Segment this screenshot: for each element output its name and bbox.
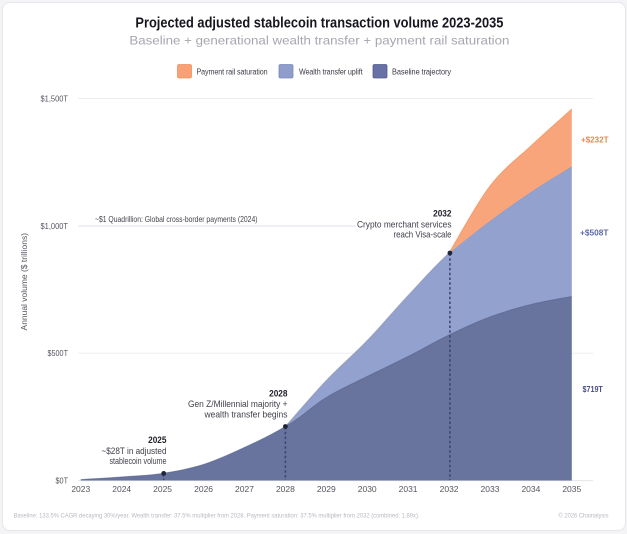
svg-text:2035: 2035 bbox=[562, 484, 581, 494]
svg-text:$1,000T: $1,000T bbox=[41, 221, 69, 231]
svg-text:~$1 Quadrillion: Global cross-: ~$1 Quadrillion: Global cross-border pay… bbox=[95, 214, 258, 224]
svg-text:$500T: $500T bbox=[48, 348, 69, 358]
svg-text:stablecoin volume: stablecoin volume bbox=[110, 456, 167, 466]
svg-text:reach Visa-scale: reach Visa-scale bbox=[394, 229, 452, 239]
svg-text:2030: 2030 bbox=[358, 484, 377, 494]
svg-text:Annual volume ($ trillions): Annual volume ($ trillions) bbox=[19, 233, 29, 331]
svg-text:Baseline trajectory: Baseline trajectory bbox=[392, 67, 451, 76]
svg-text:wealth transfer begins: wealth transfer begins bbox=[204, 410, 288, 420]
svg-text:Gen Z/Millennial majority +: Gen Z/Millennial majority + bbox=[188, 399, 288, 409]
svg-text:2033: 2033 bbox=[481, 484, 500, 494]
svg-text:2029: 2029 bbox=[317, 484, 336, 494]
svg-text:2032: 2032 bbox=[433, 208, 451, 218]
svg-text:2034: 2034 bbox=[521, 484, 540, 494]
svg-text:2032: 2032 bbox=[440, 484, 459, 494]
svg-text:2025: 2025 bbox=[153, 484, 172, 494]
svg-text:Projected adjusted stablecoin: Projected adjusted stablecoin transactio… bbox=[135, 15, 503, 31]
svg-text:© 2026 Chainalysis: © 2026 Chainalysis bbox=[559, 511, 610, 519]
svg-text:Wealth transfer uplift: Wealth transfer uplift bbox=[299, 67, 363, 76]
svg-text:Baseline + generational wealth: Baseline + generational wealth transfer … bbox=[129, 33, 509, 47]
svg-text:2025: 2025 bbox=[148, 435, 166, 445]
svg-text:2031: 2031 bbox=[399, 484, 418, 494]
svg-text:$719T: $719T bbox=[583, 384, 604, 394]
svg-text:Payment rail saturation: Payment rail saturation bbox=[197, 67, 268, 76]
svg-text:+$508T: +$508T bbox=[580, 227, 609, 237]
svg-text:2028: 2028 bbox=[276, 484, 295, 494]
svg-text:2024: 2024 bbox=[112, 484, 131, 494]
svg-text:2028: 2028 bbox=[269, 389, 287, 399]
svg-text:$1,500T: $1,500T bbox=[41, 93, 69, 103]
svg-text:~$28T in adjusted: ~$28T in adjusted bbox=[102, 446, 167, 456]
svg-text:2023: 2023 bbox=[71, 484, 90, 494]
svg-text:Crypto merchant services: Crypto merchant services bbox=[357, 219, 452, 229]
svg-text:2026: 2026 bbox=[194, 484, 213, 494]
svg-text:+$232T: +$232T bbox=[581, 135, 609, 145]
svg-text:Baseline: 133.5% CAGR decaying: Baseline: 133.5% CAGR decaying 30%/year.… bbox=[14, 512, 420, 519]
svg-text:2027: 2027 bbox=[235, 484, 254, 494]
svg-text:$0T: $0T bbox=[56, 475, 69, 485]
